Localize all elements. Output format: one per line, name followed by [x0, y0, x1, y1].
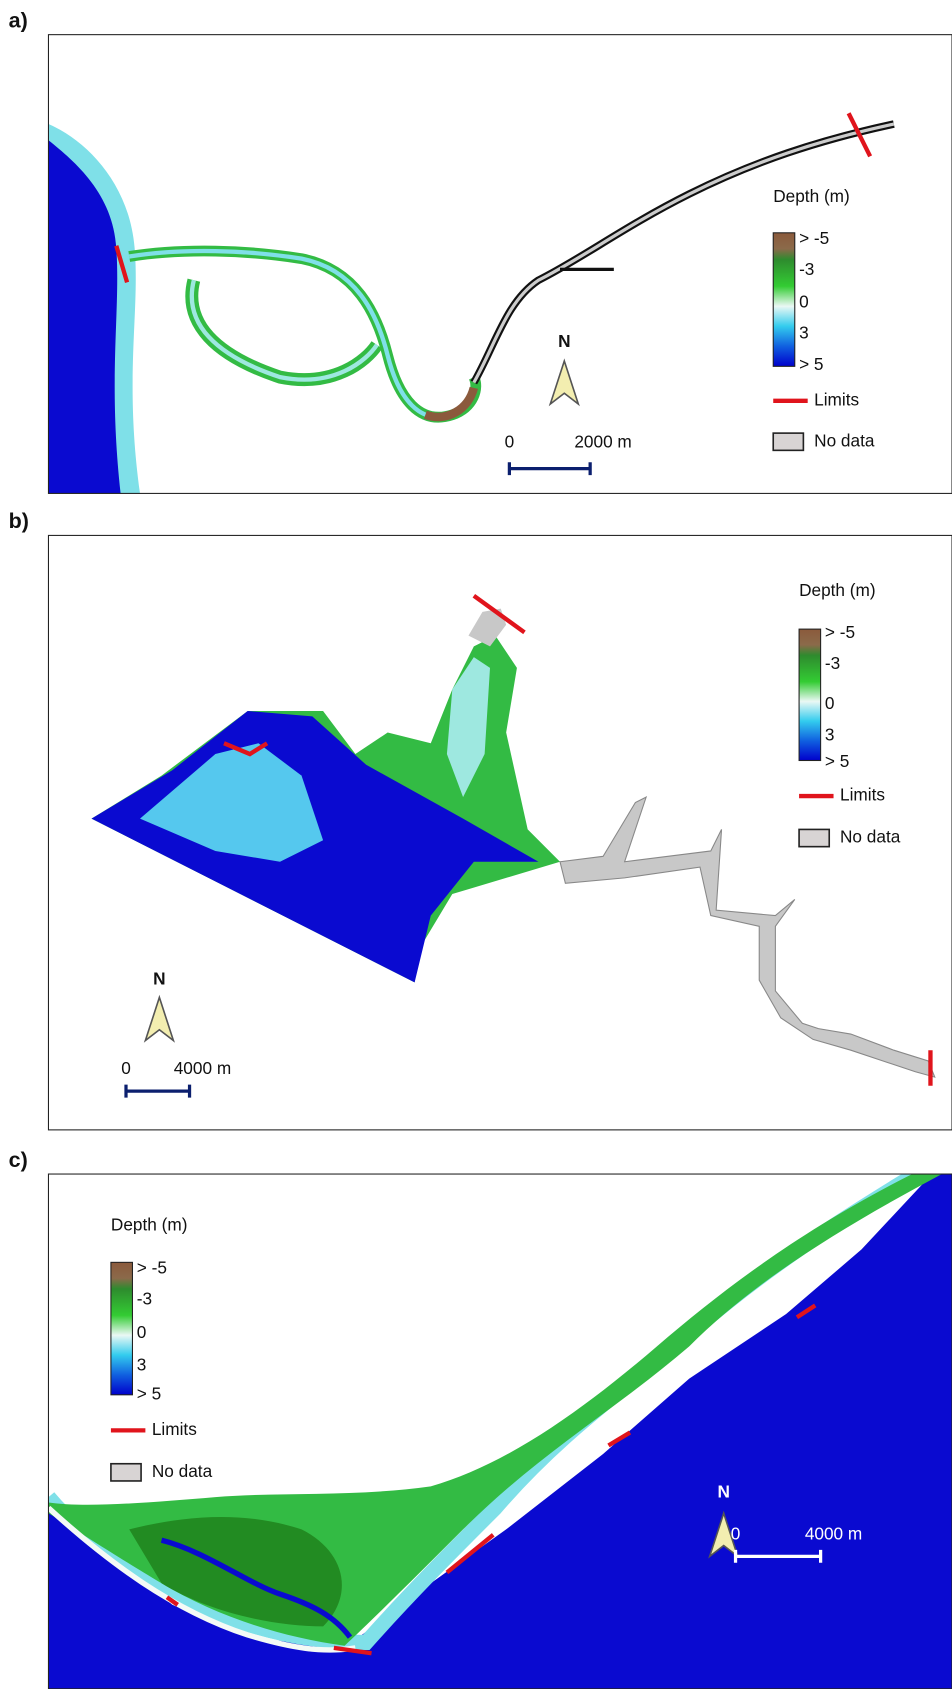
north-arrow [145, 997, 173, 1040]
limits-label: Limits [814, 389, 859, 409]
panel-label: a) [9, 8, 28, 32]
colorbar-label: -3 [799, 259, 814, 279]
panel-label: b) [9, 509, 29, 533]
no-data-label: No data [152, 1461, 213, 1481]
colorbar-label: 0 [137, 1322, 147, 1342]
colorbar-label: > 5 [137, 1383, 161, 1403]
north-arrow [550, 361, 578, 404]
legend-title: Depth (m) [111, 1214, 188, 1234]
no-data-swatch [111, 1464, 141, 1481]
colorbar-label: > -5 [799, 228, 829, 248]
no-data-swatch [799, 829, 829, 846]
colorbar-label: 3 [137, 1354, 147, 1374]
depth-colorbar [799, 629, 821, 760]
north-label: N [717, 1481, 729, 1501]
scale-end: 2000 m [574, 431, 631, 451]
depth-colorbar [773, 233, 795, 367]
no-data-swatch [773, 433, 803, 450]
scale-start: 0 [731, 1523, 741, 1543]
scale-bar [126, 1085, 190, 1098]
scale-end: 4000 m [174, 1058, 231, 1078]
colorbar-label: 3 [825, 724, 835, 744]
depth-colorbar [111, 1262, 133, 1394]
frame-a [48, 35, 952, 494]
colorbar-label: 0 [825, 693, 835, 713]
figure: a) Depth (m) > -5 -3 0 3 > 5 Limits No data N 0 200… [0, 0, 952, 1689]
page: {"panels": [ {"label": "a)", "legend": {… [0, 0, 952, 1689]
no-data-label: No data [840, 827, 901, 847]
scale-end: 4000 m [805, 1523, 862, 1543]
scale-start: 0 [505, 431, 515, 451]
limits-label: Limits [840, 785, 885, 805]
legend-title: Depth (m) [799, 580, 876, 600]
colorbar-label: -3 [825, 653, 840, 673]
colorbar-label: -3 [137, 1289, 152, 1309]
map-a [48, 113, 893, 493]
scale-start: 0 [121, 1058, 131, 1078]
colorbar-label: > 5 [799, 354, 823, 374]
colorbar-label: 0 [799, 291, 809, 311]
north-label: N [153, 969, 165, 989]
scale-bar [509, 462, 590, 475]
colorbar-label: > -5 [825, 622, 855, 642]
legend-title: Depth (m) [773, 186, 850, 206]
colorbar-label: > -5 [137, 1257, 167, 1277]
colorbar-label: 3 [799, 323, 809, 343]
no-data-label: No data [814, 430, 875, 450]
limits-label: Limits [152, 1419, 197, 1439]
colorbar-label: > 5 [825, 751, 849, 771]
panel-label: c) [9, 1148, 28, 1172]
north-label: N [558, 331, 570, 351]
